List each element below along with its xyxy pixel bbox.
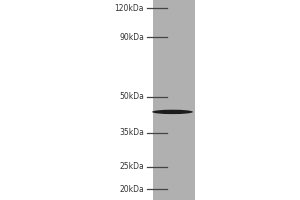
Text: 120kDa: 120kDa	[115, 4, 144, 13]
Ellipse shape	[152, 110, 193, 114]
Text: 90kDa: 90kDa	[119, 33, 144, 42]
Text: 50kDa: 50kDa	[119, 92, 144, 101]
Text: 20kDa: 20kDa	[119, 185, 144, 194]
Text: 35kDa: 35kDa	[119, 128, 144, 137]
Text: 25kDa: 25kDa	[119, 162, 144, 171]
Bar	[153, 0, 195, 200]
